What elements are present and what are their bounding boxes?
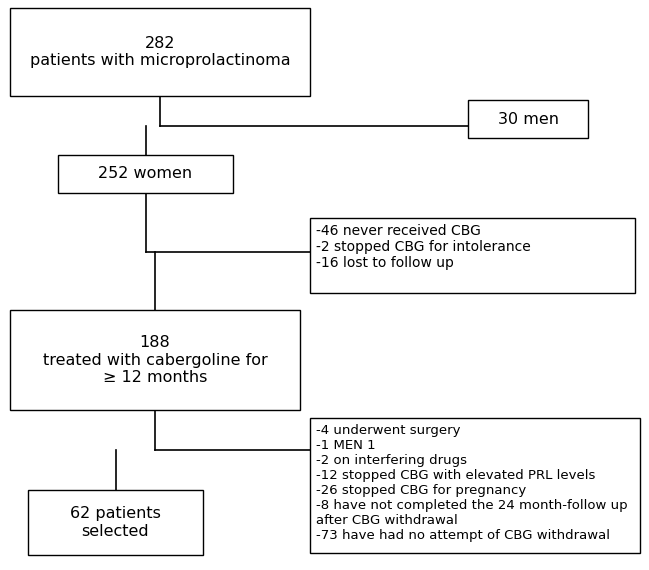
Text: 30 men: 30 men xyxy=(498,112,559,127)
FancyBboxPatch shape xyxy=(58,155,233,193)
Text: 62 patients
selected: 62 patients selected xyxy=(70,506,161,539)
FancyBboxPatch shape xyxy=(10,310,300,410)
FancyBboxPatch shape xyxy=(310,218,635,293)
FancyBboxPatch shape xyxy=(10,8,310,96)
FancyBboxPatch shape xyxy=(310,418,640,553)
Text: -46 never received CBG
-2 stopped CBG for intolerance
-16 lost to follow up: -46 never received CBG -2 stopped CBG fo… xyxy=(316,224,531,270)
FancyBboxPatch shape xyxy=(468,100,588,138)
Text: 252 women: 252 women xyxy=(99,166,193,181)
Text: -4 underwent surgery
-1 MEN 1
-2 on interfering drugs
-12 stopped CBG with eleva: -4 underwent surgery -1 MEN 1 -2 on inte… xyxy=(316,424,628,542)
Text: 282
patients with microprolactinoma: 282 patients with microprolactinoma xyxy=(30,36,290,68)
Text: 188
treated with cabergoline for
≥ 12 months: 188 treated with cabergoline for ≥ 12 mo… xyxy=(43,335,267,385)
FancyBboxPatch shape xyxy=(28,490,203,555)
